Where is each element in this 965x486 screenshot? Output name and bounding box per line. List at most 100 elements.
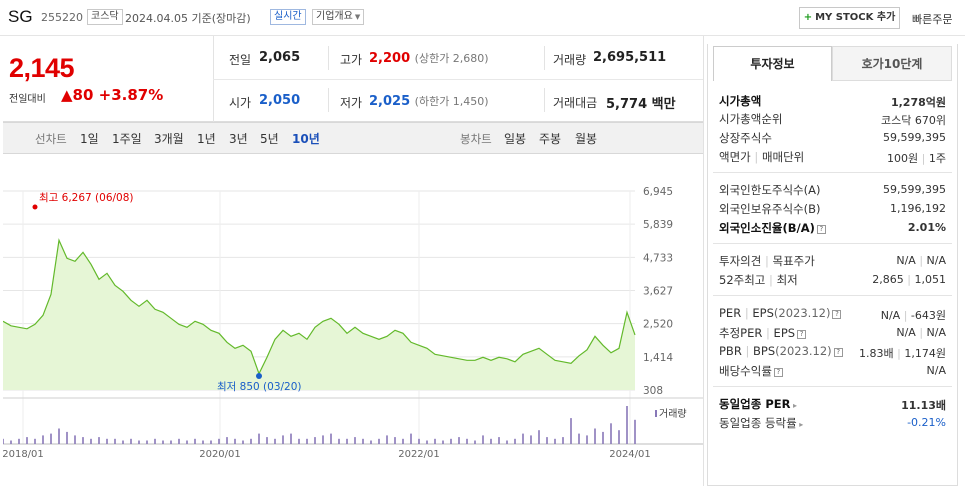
help-icon[interactable]: ? [816,225,826,234]
foreign-limit-value: 59,599,395 [883,183,946,196]
help-icon[interactable]: ? [832,310,842,319]
volume-bar [226,437,228,444]
high-value: 2,200 (상한가 2,680) [369,51,489,66]
volume-bar [122,440,124,444]
volume-bar [482,435,484,444]
low-label: 저가 [340,96,363,110]
plus-icon: + [803,12,813,23]
volume-bar [386,435,388,444]
company-overview-dropdown[interactable]: 기업개요 ▼ [312,9,365,25]
industry-change-label[interactable]: 동일업종 등락률 ▸ [719,416,804,430]
stock-code: 255220 [41,11,83,24]
divider [544,46,545,70]
y-tick-label: 6,945 [643,186,673,198]
y-tick-label: 308 [643,385,663,397]
y-tick-label: 3,627 [643,286,673,298]
divider [328,88,329,112]
x-tick-label: 2024/01 [609,449,651,460]
foreign-limit-label: 외국인한도주식수(A) [719,183,821,197]
opinion-target-value: N/A | N/A [896,254,946,267]
period-tab[interactable]: 1년 [197,132,216,146]
volume-bar [10,440,12,444]
volume-bar [354,437,356,444]
volume-bar [82,437,84,444]
dividend-value: N/A [926,364,946,377]
mystock-add-button[interactable]: + MY STOCK 추가 [799,7,900,29]
volume-bar [234,438,236,444]
volume-bar [314,437,316,444]
volume-bar [370,440,372,444]
volume-bar [3,438,4,444]
opinion-target-label: 투자의견 | 목표주가 [719,254,815,268]
up-arrow-icon: ▲ [61,86,73,104]
period-tab[interactable]: 1주일 [112,132,142,146]
par-unit-label: 액면가 | 매매단위 [719,150,805,164]
divider [703,36,704,486]
period-tab[interactable]: 3년 [229,132,248,146]
volume-bar [554,438,556,444]
volume-bar [490,438,492,444]
amount-label: 거래대금 [553,96,598,110]
volume-bar [162,440,164,444]
volume-bar [74,435,76,444]
candle-tab[interactable]: 주봉 [539,132,562,146]
help-icon[interactable]: ? [773,368,783,377]
current-price: 2,145 [9,53,75,83]
volume-bar [298,438,300,444]
volume-legend-label: 거래량 [659,408,687,420]
volume-bar [394,437,396,444]
candle-tab[interactable]: 일봉 [504,132,527,146]
period-tab[interactable]: 3개월 [154,132,184,146]
volume-bar [562,437,564,444]
help-icon[interactable]: ? [797,330,807,339]
stock-name: SG [8,7,33,26]
shares-value: 59,599,395 [883,131,946,144]
volume-bar [26,437,28,444]
tab-hoga[interactable]: 호가10단계 [832,46,952,81]
volume-bar [514,438,516,444]
x-tick-label: 2022/01 [398,449,440,460]
volume-bar [634,419,636,444]
x-tick-label: 2018/01 [3,449,44,460]
price-chart[interactable]: 6,945 5,839 4,733 3,627 2,520 1,414 308 2018/01… [3,154,703,486]
low-marker [256,373,262,379]
amount-value: 5,774 백만 [606,97,676,112]
quick-order-button[interactable]: 빠른주문 [912,13,953,26]
candle-tab[interactable]: 월봉 [575,132,598,146]
industry-per-value: 11.13배 [901,399,946,412]
per-eps-label: PER | EPS(2023.12)? [719,306,842,320]
prev-close-label: 전일 [229,53,252,67]
divider [713,295,952,296]
arrow-right-icon: ▸ [796,420,804,429]
industry-per-label[interactable]: 동일업종 PER ▸ [719,397,798,411]
shares-label: 상장주식수 [719,131,772,145]
chevron-down-icon: ▼ [354,13,361,21]
tab-invest-info[interactable]: 투자정보 [713,46,832,81]
volume-bar [34,438,36,444]
volume-bar [378,438,380,444]
volume-bar [178,438,180,444]
volume-bar [610,423,612,444]
open-value: 2,050 [259,93,301,108]
volume-bar [98,437,100,444]
arrow-right-icon: ▸ [790,401,798,410]
period-tab[interactable]: 5년 [260,132,279,146]
period-selector-bar [3,122,703,154]
divider [713,243,952,244]
volume-bar [242,440,244,444]
help-icon[interactable]: ? [833,348,843,357]
period-tab[interactable]: 10년 [292,132,320,146]
volume-bar [458,437,460,444]
volume-bar [418,438,420,444]
realtime-button[interactable]: 실시간 [270,9,306,25]
volume-bar [474,440,476,444]
volume-bar [306,438,308,444]
volume-bar [530,435,532,444]
line-chart-label: 선차트 [35,132,67,146]
divider [213,79,703,80]
volume-bar [626,406,628,444]
period-tab[interactable]: 1일 [80,132,99,146]
candle-chart-label: 봉차트 [460,132,492,146]
open-label: 시가 [229,96,252,110]
volume-bar [66,431,68,444]
